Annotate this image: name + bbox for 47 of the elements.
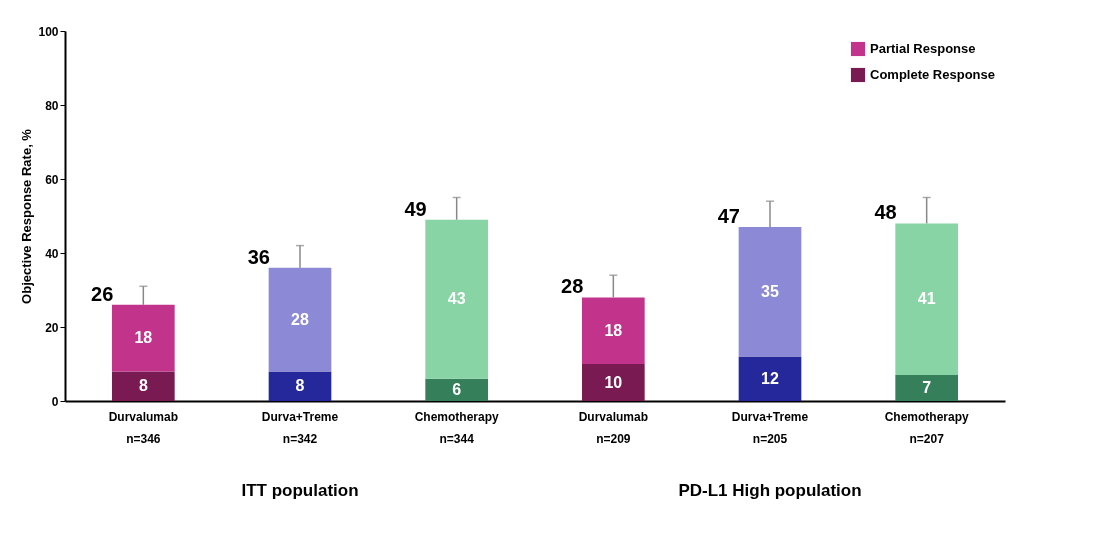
bar (895, 223, 958, 376)
total-label: 36 (247, 245, 270, 268)
bar (268, 267, 332, 372)
data-label: 12 (761, 369, 779, 387)
data-label: 10 (604, 373, 623, 391)
y-tick-label: 100 (38, 24, 59, 39)
data-label: 8 (138, 377, 148, 395)
bar (112, 304, 175, 372)
bar (425, 219, 488, 379)
data-label: 7 (922, 379, 932, 397)
data-label: 6 (452, 380, 462, 398)
x-tick-label: Durva+Treme n=205 (731, 409, 809, 446)
total-label: 48 (874, 201, 897, 224)
data-label: 18 (134, 329, 153, 347)
x-tick-label: Durvalumab n=346 (108, 409, 179, 446)
data-label: 35 (761, 282, 779, 300)
data-label: 41 (917, 290, 936, 308)
y-axis-title: Objective Response Rate, % (19, 128, 35, 304)
bar (112, 371, 175, 401)
bar (738, 227, 802, 357)
total-label: 28 (561, 275, 584, 298)
text: ITT population (241, 481, 359, 500)
x-tick-label: Durva+Treme n=342 (261, 409, 339, 446)
bar (738, 356, 802, 401)
bar (425, 378, 488, 401)
data-label: 43 (447, 290, 466, 308)
data-label: 8 (295, 377, 305, 395)
text: PD-L1 High population (678, 481, 862, 500)
bar (895, 375, 958, 401)
total-label: 26 (91, 282, 114, 305)
x-tick-label: Chemotherapy n=207 (884, 409, 969, 446)
data-label: 28 (291, 310, 309, 328)
bar (582, 364, 645, 401)
y-tick-label: 20 (45, 320, 59, 335)
x-tick-label: Chemotherapy n=344 (414, 409, 499, 446)
total-label: 49 (404, 197, 427, 220)
y-tick-label: 40 (45, 246, 59, 261)
data-label: 18 (604, 321, 623, 339)
y-tick-label: 60 (45, 172, 59, 187)
y-tick-label: 0 (51, 394, 59, 409)
bar (268, 371, 332, 401)
legend-label: Partial Response (870, 41, 976, 56)
total-label: 47 (717, 205, 740, 228)
legend-label: Complete Response (870, 67, 995, 82)
bar (582, 297, 645, 364)
x-tick-label: Durvalumab n=209 (578, 409, 649, 446)
y-tick-label: 80 (45, 98, 59, 113)
